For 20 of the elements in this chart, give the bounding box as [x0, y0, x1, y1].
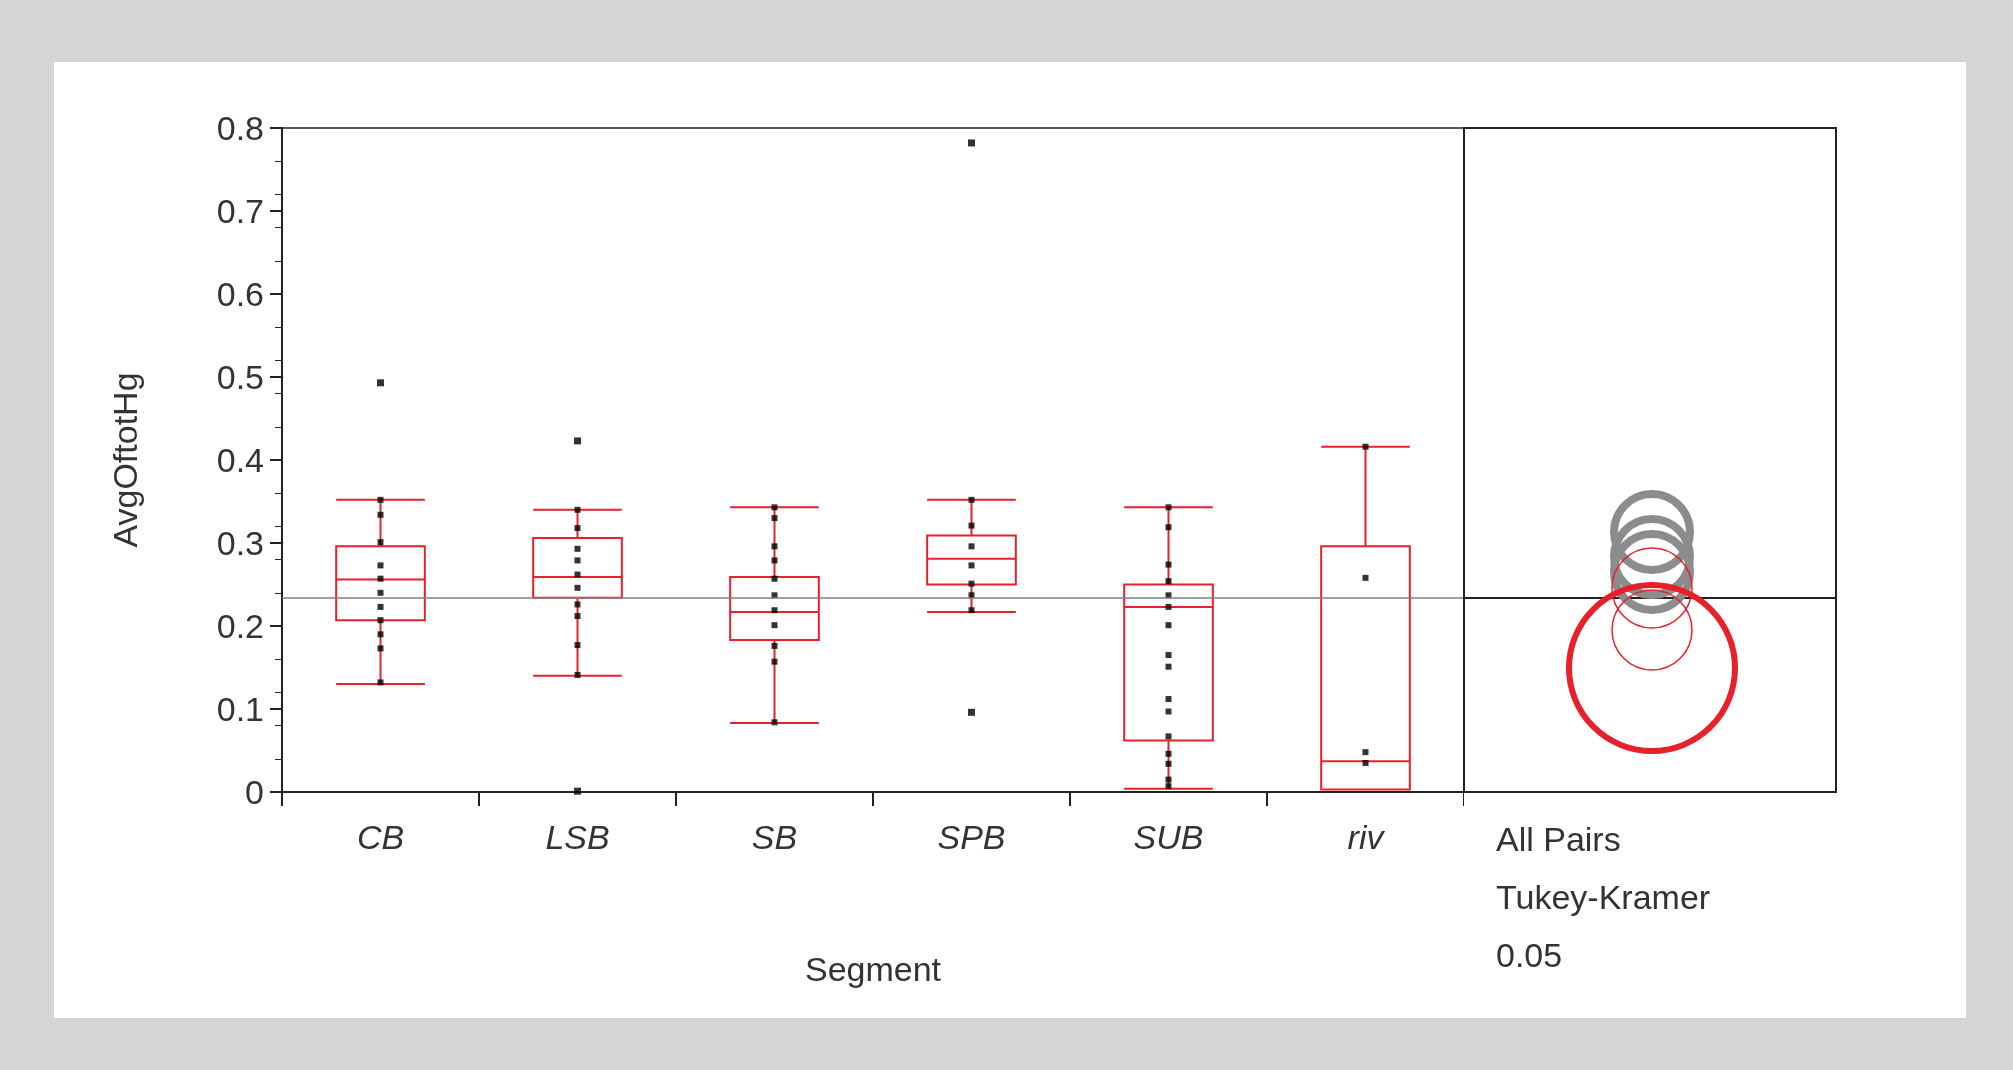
y-tick-label: 0.2 — [216, 607, 264, 645]
x-tick-label: CB — [356, 818, 405, 856]
y-tick-label: 0.7 — [216, 192, 264, 230]
x-tick-label: riv — [1347, 818, 1386, 856]
x-tick-label: LSB — [545, 818, 610, 856]
x-tick-label: SUB — [1133, 818, 1204, 856]
y-tick-label: 0 — [245, 773, 264, 811]
y-tick-label: 0.5 — [216, 358, 264, 396]
y-tick-label: 0.8 — [216, 109, 264, 147]
y-tick-label: 0.1 — [216, 690, 264, 728]
text: All Pairs — [1496, 820, 1621, 858]
text: 0.05 — [1496, 936, 1563, 974]
y-tick-label: 0.3 — [216, 524, 264, 562]
text: Tukey-Kramer — [1496, 878, 1711, 916]
x-tick-label: SB — [751, 818, 798, 856]
y-tick-label: 0.6 — [216, 275, 264, 313]
y-axis-title: AvgOftotHg — [106, 372, 144, 548]
y-tick-label: 0.4 — [216, 441, 264, 479]
x-tick-label: SPB — [937, 818, 1006, 856]
x-axis-title: Segment — [804, 950, 942, 988]
